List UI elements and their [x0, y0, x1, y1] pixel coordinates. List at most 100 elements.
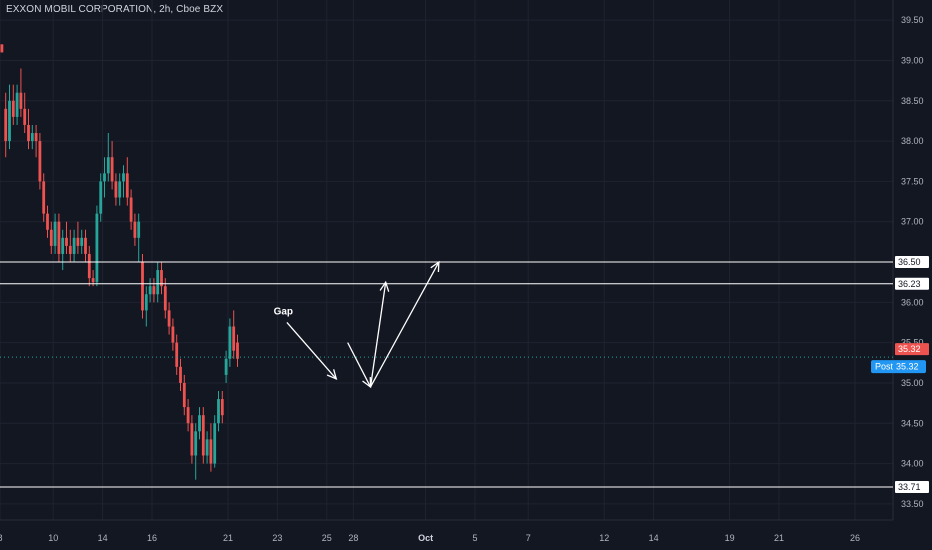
candle-body: [65, 237, 68, 246]
candle-body: [38, 141, 42, 182]
chart-title: EXXON MOBIL CORPORATION, 2h, Cboe BZX: [6, 4, 224, 15]
level-price-label: 36.23: [898, 279, 921, 289]
candle-body: [95, 213, 99, 283]
candle-body: [8, 100, 11, 142]
y-tick-label: 35.00: [901, 378, 924, 388]
x-tick-label: 23: [272, 533, 282, 543]
candle-body: [99, 181, 103, 214]
level-price-label: 33.71: [898, 482, 921, 492]
arrow-line[interactable]: [286, 322, 337, 380]
x-tick-label: 25: [322, 533, 332, 543]
y-tick-label: 33.50: [901, 499, 924, 509]
candle-body: [194, 431, 198, 456]
x-tick-label: 19: [725, 533, 735, 543]
candle-body: [205, 439, 209, 456]
candle-body: [209, 439, 213, 464]
candle-body: [163, 286, 167, 311]
candle-body: [87, 253, 91, 279]
candle-body: [49, 229, 53, 246]
candle-body: [76, 237, 80, 246]
arrow-line[interactable]: [347, 342, 372, 388]
candle-body: [110, 157, 114, 182]
y-tick-label: 34.00: [901, 459, 924, 469]
candle-body: [175, 342, 179, 367]
candle-body: [80, 237, 84, 246]
candle-body: [160, 270, 163, 287]
candle-body: [27, 124, 30, 142]
y-tick-label: 38.00: [901, 136, 924, 146]
x-tick-label: 21: [774, 533, 784, 543]
candle-body: [167, 310, 171, 327]
candle-body: [106, 157, 110, 174]
y-tick-label: 36.00: [901, 297, 924, 307]
candle-body: [68, 245, 72, 254]
candle-body: [118, 181, 122, 198]
candle-body: [53, 221, 57, 246]
candle-body: [30, 133, 34, 142]
candle-body: [103, 173, 106, 182]
post-tag-label: Post: [875, 362, 894, 372]
candle-body: [141, 262, 144, 311]
candle-body: [15, 92, 19, 117]
x-tick-label: 28: [348, 533, 358, 543]
candle-body: [129, 197, 133, 222]
post-price-label: 35.32: [896, 362, 919, 372]
candle-body: [34, 133, 38, 142]
level-price-badge: [895, 277, 929, 290]
candle-body: [4, 108, 8, 142]
y-tick-label: 37.50: [901, 176, 924, 186]
candle-body: [11, 100, 15, 117]
x-tick-label: 10: [48, 533, 58, 543]
candle-body: [213, 423, 217, 464]
candle-body: [91, 278, 95, 283]
arrow-head: [326, 369, 338, 381]
candle-body: [19, 92, 23, 109]
arrow-head: [379, 280, 390, 292]
x-tick-label: Oct: [418, 533, 433, 543]
candle-body: [179, 366, 182, 383]
candle-body: [57, 221, 61, 254]
arrow-line[interactable]: [369, 282, 387, 388]
candle-body: [42, 181, 46, 214]
arrow-line[interactable]: [369, 261, 440, 388]
y-tick-label: 35.50: [901, 338, 924, 348]
x-tick-label: 16: [147, 533, 157, 543]
candle-body: [201, 415, 205, 456]
candle-body: [72, 237, 76, 254]
candle-body: [84, 237, 87, 254]
x-tick-label: 14: [98, 533, 108, 543]
candle-body: [61, 237, 65, 254]
candle-body: [137, 221, 141, 238]
candle-body: [232, 326, 236, 351]
candle-body: [186, 407, 190, 424]
candle-body: [0, 44, 4, 53]
x-tick-label: 14: [649, 533, 659, 543]
post-price-badge: [871, 360, 926, 374]
candle-body: [217, 399, 220, 424]
candle-body: [156, 270, 160, 295]
candle-body: [152, 286, 156, 295]
candle-body: [125, 173, 129, 198]
last-price-badge: [895, 343, 929, 356]
last-price-label: 35.32: [898, 344, 921, 354]
level-price-badge: [895, 256, 929, 269]
candle-body: [236, 342, 239, 359]
candle-body: [171, 326, 175, 343]
candle-body: [133, 221, 137, 238]
candle-body: [220, 399, 224, 416]
candle-body: [190, 423, 194, 456]
gap-annotation: Gap: [274, 306, 293, 317]
candle-body: [148, 286, 152, 295]
x-tick-label: 7: [526, 533, 531, 543]
level-price-badge: [895, 480, 929, 493]
x-tick-label: 21: [223, 533, 233, 543]
candle-body: [122, 173, 125, 182]
y-tick-label: 38.50: [901, 96, 924, 106]
candle-body: [224, 358, 228, 375]
arrow-head: [430, 260, 440, 273]
x-tick-label: 12: [599, 533, 609, 543]
candle-body: [182, 382, 186, 408]
y-tick-label: 34.50: [901, 418, 924, 428]
candle-body: [23, 108, 27, 125]
